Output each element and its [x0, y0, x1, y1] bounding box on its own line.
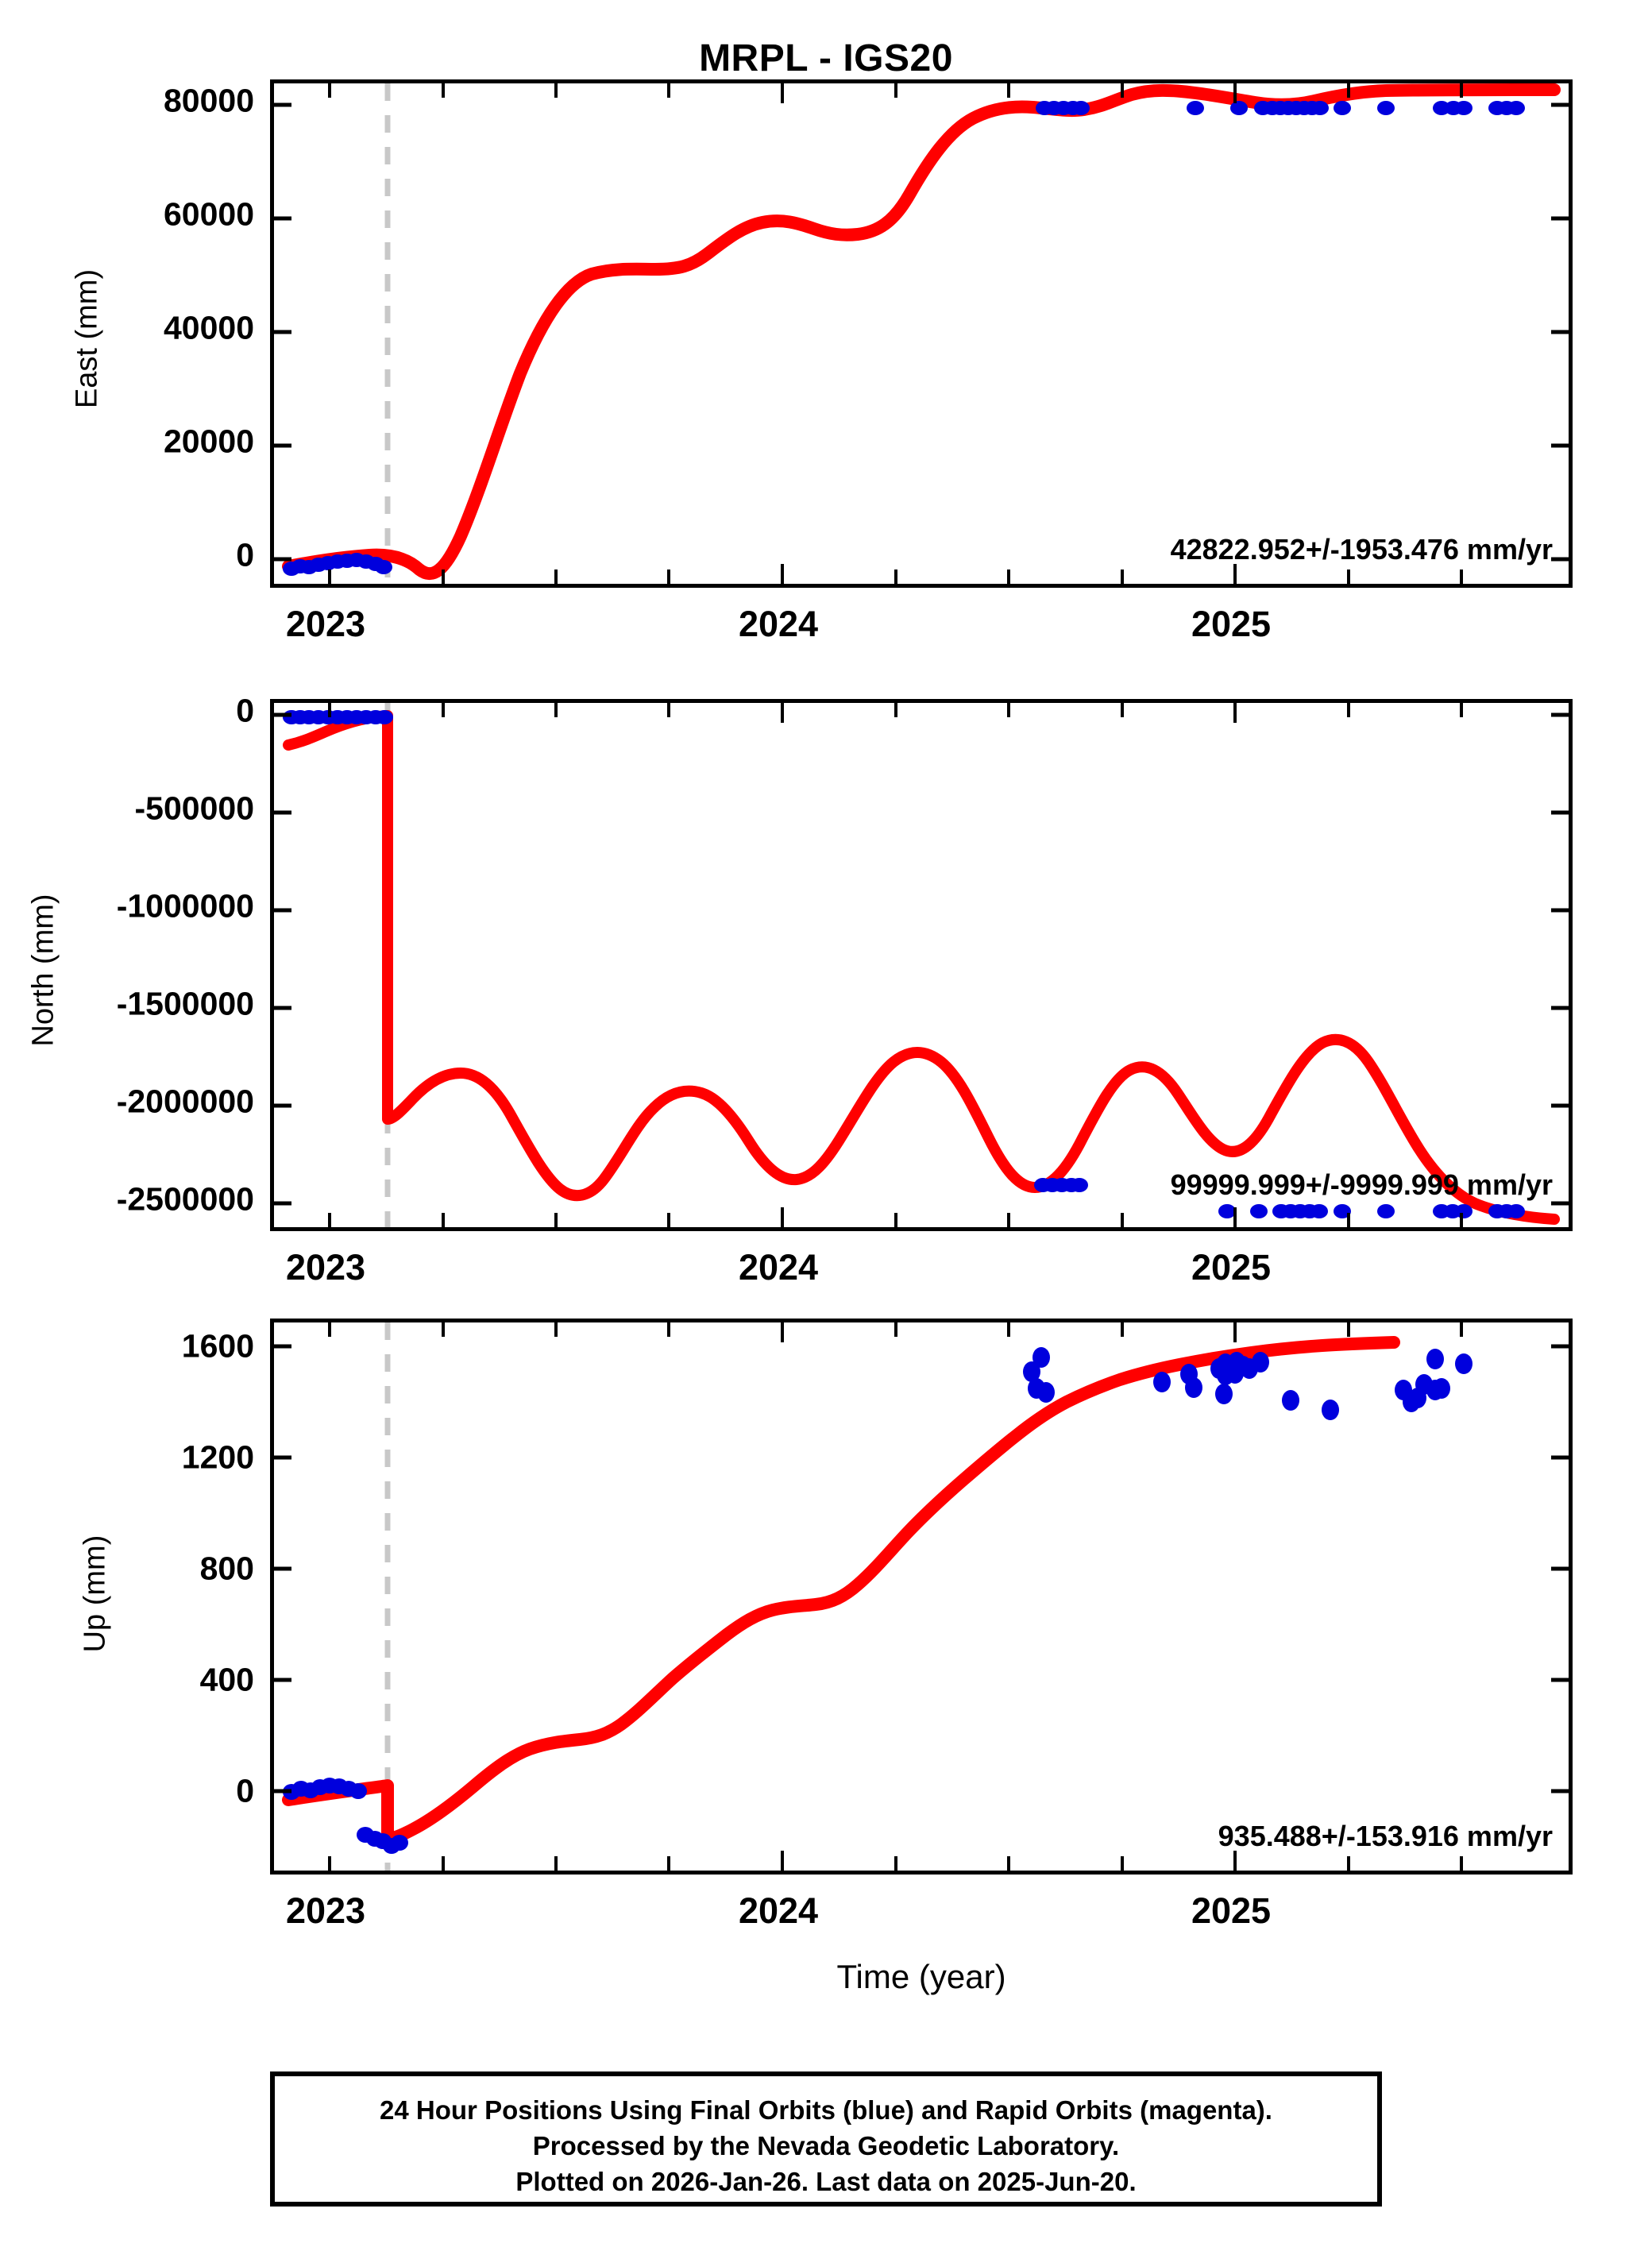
model-curve-up — [282, 1336, 1400, 1845]
ytick-north-2000000: -2000000 — [116, 1083, 254, 1120]
rate-annotation-east: 42822.952+/-1953.476 mm/yr — [1170, 533, 1553, 566]
footer-line-3: Plotted on 2026-Jan-26. Last data on 202… — [515, 2167, 1137, 2196]
model-curve-east — [282, 83, 1561, 580]
ytick-east-80000: 80000 — [163, 82, 254, 119]
data-points-east — [283, 101, 1525, 576]
xtick-up-2024: 2024 — [738, 1890, 819, 1931]
model-curve-north — [283, 710, 1560, 1225]
ytick-north-1500000: -1500000 — [116, 985, 254, 1022]
xtick-up-2023: 2023 — [285, 1890, 366, 1931]
xtick-east-2024: 2024 — [738, 604, 819, 644]
footer-line-1: 24 Hour Positions Using Final Orbits (bl… — [380, 2095, 1272, 2125]
panel-east-points — [283, 101, 1525, 576]
y-major-ticks-up — [274, 1344, 1569, 1793]
panel-north-plot-frame: 99999.999+/-9999.999 mm/yr — [270, 699, 1573, 1231]
y-major-ticks-east — [274, 102, 1569, 562]
ylabel-east: East (mm) — [70, 268, 104, 409]
footer-box: 24 Hour Positions Using Final Orbits (bl… — [270, 2071, 1382, 2207]
rate-annotation-up: 935.488+/-153.916 mm/yr — [1218, 1820, 1553, 1852]
xtick-north-2023: 2023 — [285, 1247, 366, 1288]
ytick-north-0: 0 — [236, 692, 254, 729]
panel-north-canvas — [283, 703, 1560, 1227]
ytick-north-1000000: -1000000 — [116, 887, 254, 925]
x-ticks-north — [328, 703, 1463, 1227]
xtick-north-2024: 2024 — [738, 1247, 819, 1288]
ylabel-up: Up (mm) — [78, 1535, 112, 1653]
ytick-up-1600: 1600 — [181, 1327, 254, 1365]
y-major-ticks-north — [274, 712, 1569, 1206]
page-title: MRPL - IGS20 — [699, 37, 953, 79]
x-ticks-up — [328, 1322, 1463, 1871]
ytick-north-2500000: -2500000 — [116, 1180, 254, 1218]
panel-east-plot-frame: 42822.952+/-1953.476 mm/yr — [270, 79, 1573, 588]
x-ticks-east — [328, 83, 1463, 584]
ytick-east-20000: 20000 — [163, 423, 254, 460]
xtick-east-2023: 2023 — [285, 604, 366, 644]
panel-up-canvas — [282, 1322, 1400, 1871]
panel-up-ticks — [274, 1322, 1569, 1871]
rate-annotation-north: 99999.999+/-9999.999 mm/yr — [1170, 1168, 1553, 1201]
xtick-east-2025: 2025 — [1191, 604, 1272, 644]
ytick-up-400: 400 — [199, 1661, 254, 1698]
ytick-up-800: 800 — [199, 1550, 254, 1587]
ytick-up-1200: 1200 — [181, 1438, 254, 1476]
ytick-east-0: 0 — [236, 536, 254, 573]
ytick-north-500000: -500000 — [134, 790, 254, 827]
panel-east-ticks — [274, 83, 1569, 584]
footer-line-2: Processed by the Nevada Geodetic Laborat… — [532, 2131, 1120, 2160]
panel-up-plot-frame: 935.488+/-153.916 mm/yr — [270, 1319, 1573, 1875]
xaxis-title: Time (year) — [836, 1958, 1006, 1995]
xtick-up-2025: 2025 — [1191, 1890, 1272, 1931]
ytick-east-60000: 60000 — [163, 195, 254, 233]
panel-east-canvas — [282, 83, 1561, 584]
panel-north-ticks — [274, 703, 1569, 1227]
ytick-east-40000: 40000 — [163, 309, 254, 346]
ylabel-north: North (mm) — [26, 894, 60, 1047]
xtick-north-2025: 2025 — [1191, 1247, 1272, 1288]
ytick-up-0: 0 — [236, 1772, 254, 1809]
